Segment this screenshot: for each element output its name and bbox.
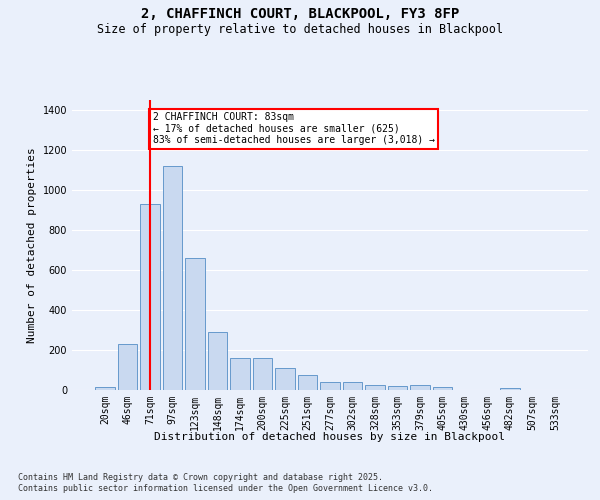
Bar (185, 258, 205, 390)
Text: 2 CHAFFINCH COURT: 83sqm
← 17% of detached houses are smaller (625)
83% of semi-: 2 CHAFFINCH COURT: 83sqm ← 17% of detach… (153, 112, 435, 145)
Bar (253, 358, 272, 390)
Text: Contains public sector information licensed under the Open Government Licence v3: Contains public sector information licen… (18, 484, 433, 493)
Text: Distribution of detached houses by size in Blackpool: Distribution of detached houses by size … (155, 432, 505, 442)
Text: Contains HM Land Registry data © Crown copyright and database right 2025.: Contains HM Land Registry data © Crown c… (18, 472, 383, 482)
Bar (95, 387, 115, 390)
Bar (410, 385, 430, 390)
Text: 2, CHAFFINCH COURT, BLACKPOOL, FY3 8FP: 2, CHAFFINCH COURT, BLACKPOOL, FY3 8FP (141, 8, 459, 22)
Bar (208, 332, 227, 390)
Bar (365, 385, 385, 390)
Bar (433, 387, 452, 390)
Bar (163, 166, 182, 390)
Bar (320, 382, 340, 390)
Bar (118, 344, 137, 390)
Bar (388, 386, 407, 390)
Bar (343, 382, 362, 390)
Bar (500, 388, 520, 390)
Bar (140, 204, 160, 390)
Text: Size of property relative to detached houses in Blackpool: Size of property relative to detached ho… (97, 22, 503, 36)
Y-axis label: Number of detached properties: Number of detached properties (27, 147, 37, 343)
Bar (230, 358, 250, 390)
Bar (298, 375, 317, 390)
Bar (275, 368, 295, 390)
